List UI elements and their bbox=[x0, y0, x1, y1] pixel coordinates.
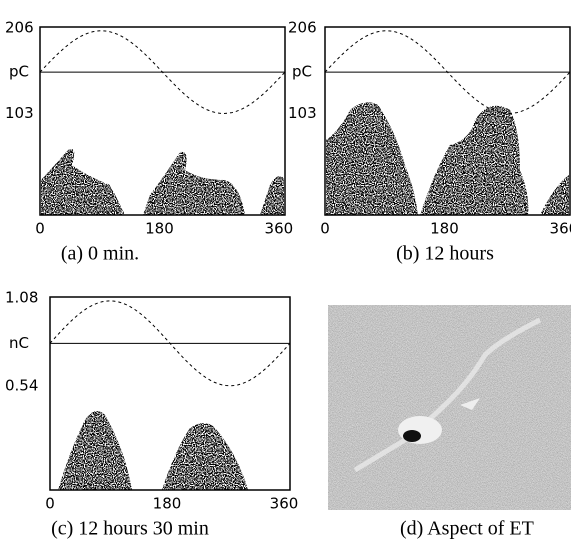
x-tick-label: 360 bbox=[550, 220, 571, 238]
plot-frame bbox=[49, 296, 291, 491]
y-mid-label: 0.54 bbox=[5, 376, 38, 394]
x-tick-label: 0 bbox=[45, 495, 55, 513]
caption: (d) Aspect of ET bbox=[400, 518, 534, 540]
caption: (a) 0 min. bbox=[61, 243, 139, 265]
plot-frame bbox=[39, 26, 286, 216]
sine-reference bbox=[39, 30, 286, 114]
caption: (b) 12 hours bbox=[396, 243, 494, 265]
y-top-label: 1.08 bbox=[5, 289, 38, 307]
x-tick-label: 0 bbox=[320, 220, 330, 238]
unit-label: nC bbox=[9, 334, 29, 352]
sine-reference bbox=[324, 30, 571, 114]
caption: (c) 12 hours 30 min bbox=[51, 518, 209, 540]
y-top-label: 206 bbox=[288, 19, 317, 37]
plot-frame bbox=[324, 26, 571, 216]
y-top-label: 206 bbox=[5, 19, 34, 37]
x-tick-label: 180 bbox=[145, 220, 174, 238]
x-tick-label: 0 bbox=[35, 220, 45, 238]
unit-label: pC bbox=[9, 63, 29, 81]
x-tick-label: 360 bbox=[270, 495, 299, 513]
x-tick-label: 180 bbox=[153, 495, 182, 513]
pd-clouds bbox=[41, 102, 569, 490]
y-mid-label: 103 bbox=[288, 104, 317, 122]
sine-reference bbox=[49, 300, 291, 387]
unit-label: pC bbox=[292, 63, 312, 81]
photo bbox=[328, 305, 571, 510]
y-mid-label: 103 bbox=[5, 104, 34, 122]
x-tick-label: 180 bbox=[430, 220, 459, 238]
x-tick-label: 360 bbox=[265, 220, 294, 238]
